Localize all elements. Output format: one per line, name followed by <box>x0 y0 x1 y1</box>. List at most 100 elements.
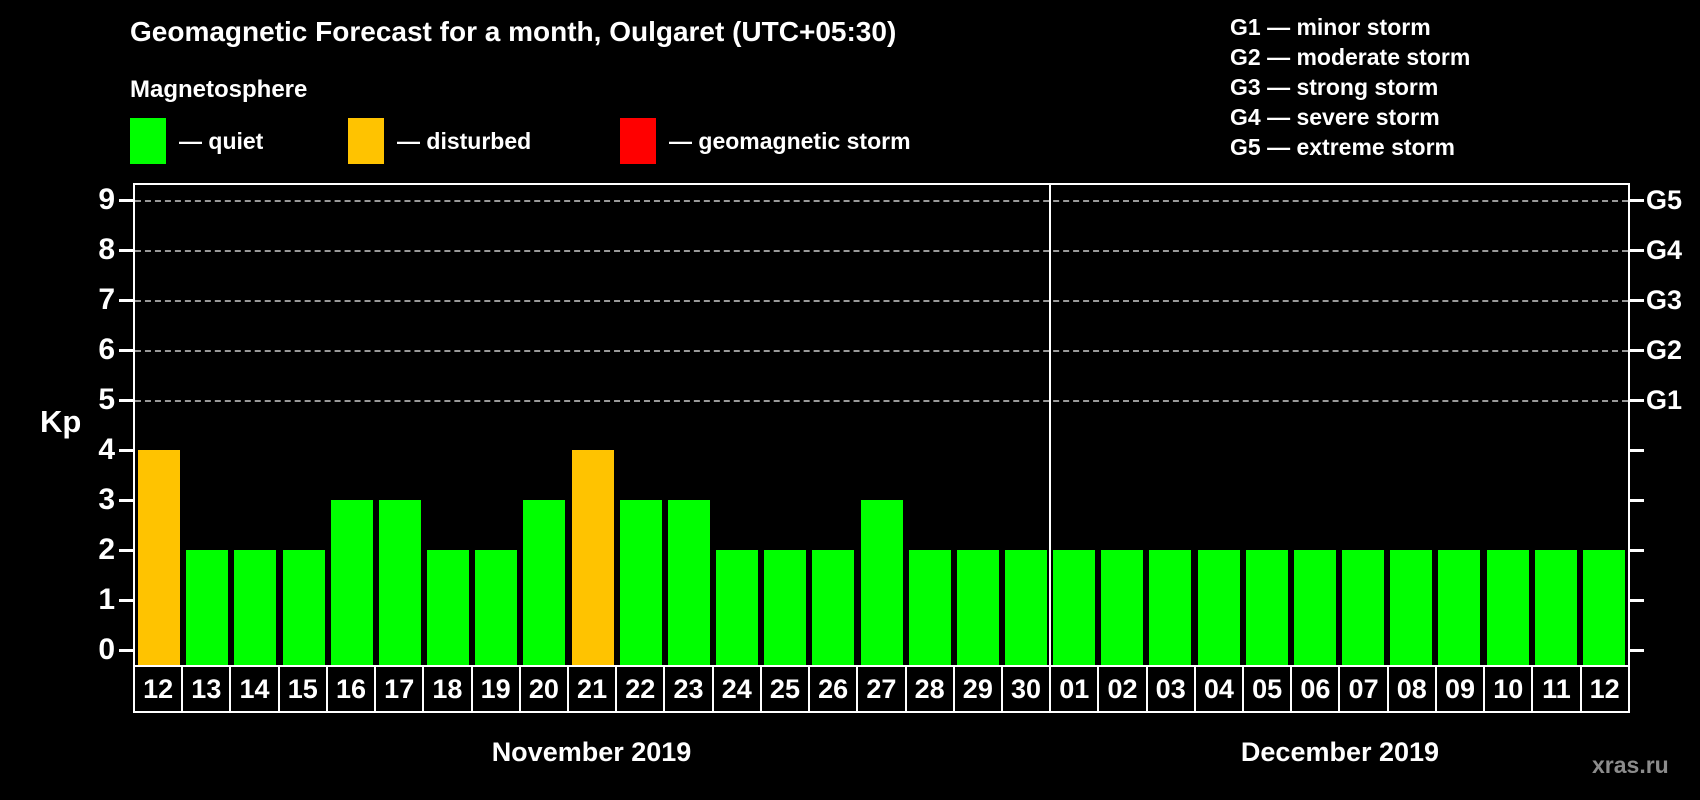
date-cell-november-30: 30 <box>1000 665 1052 713</box>
kp-bar-december-05 <box>1245 550 1288 665</box>
date-cell-november-18: 18 <box>422 665 473 713</box>
kp-bar-november-12 <box>138 450 181 665</box>
date-cell-november-20: 20 <box>518 665 569 713</box>
y-axis-tick-right-3 <box>1630 499 1644 502</box>
date-cell-november-22: 22 <box>615 665 666 713</box>
y-axis-label-5: 5 <box>98 383 115 416</box>
kp-bar-november-14 <box>234 550 277 665</box>
kp-bar-november-23 <box>667 500 710 665</box>
date-cell-november-27: 27 <box>856 665 907 713</box>
date-cell-november-13: 13 <box>181 665 232 713</box>
date-cell-november-29: 29 <box>952 665 1003 713</box>
date-cell-november-23: 23 <box>663 665 714 713</box>
quiet-color-swatch <box>130 118 166 164</box>
y-axis-label-4: 4 <box>98 433 115 466</box>
right-axis-label-g2: G2 <box>1646 335 1683 365</box>
right-axis-label-g1: G1 <box>1646 385 1683 415</box>
gridline-kp5 <box>135 400 1628 402</box>
y-axis-label-3: 3 <box>98 483 115 516</box>
y-axis-label-1: 1 <box>98 583 115 616</box>
kp-bar-november-30 <box>1004 550 1047 665</box>
storm-scale-g5: G5 — extreme storm <box>1230 134 1455 160</box>
y-axis-tick-left-2 <box>119 549 133 552</box>
y-axis-title: Kp <box>40 404 82 439</box>
y-axis-tick-right-8 <box>1630 249 1644 252</box>
date-cell-november-19: 19 <box>470 665 521 713</box>
date-cell-december-07: 07 <box>1338 665 1389 713</box>
disturbed-color-swatch <box>348 118 384 164</box>
chart-title: Geomagnetic Forecast for a month, Oulgar… <box>130 16 897 47</box>
gridline-kp6 <box>135 350 1628 352</box>
kp-bar-november-18 <box>427 550 470 665</box>
right-axis-label-g5: G5 <box>1646 185 1683 215</box>
kp-bar-november-20 <box>523 500 566 665</box>
y-axis-tick-left-8 <box>119 249 133 252</box>
date-cell-november-24: 24 <box>711 665 762 713</box>
plot-area <box>133 183 1630 667</box>
kp-bar-december-04 <box>1197 550 1240 665</box>
date-cell-november-25: 25 <box>759 665 811 713</box>
date-cell-november-12: 12 <box>133 665 184 713</box>
y-axis-tick-left-7 <box>119 299 133 302</box>
y-axis-tick-right-6 <box>1630 349 1644 352</box>
month-label-november: November 2019 <box>491 737 692 767</box>
date-cell-november-21: 21 <box>566 665 618 713</box>
kp-bar-november-13 <box>186 550 229 665</box>
legend-item-disturbed: — disturbed <box>348 118 531 164</box>
date-cell-december-11: 11 <box>1531 665 1582 713</box>
date-cell-november-26: 26 <box>808 665 859 713</box>
date-cell-december-09: 09 <box>1434 665 1486 713</box>
kp-bar-november-27 <box>860 500 903 665</box>
date-cell-december-10: 10 <box>1483 665 1534 713</box>
legend-storm-label: — geomagnetic storm <box>669 127 911 154</box>
date-cell-november-14: 14 <box>229 665 280 713</box>
month-label-december: December 2019 <box>1240 737 1440 767</box>
y-axis-tick-right-5 <box>1630 399 1644 402</box>
legend-item-quiet: — quiet <box>130 118 263 164</box>
y-axis-tick-left-9 <box>119 199 133 202</box>
right-axis-label-g3: G3 <box>1646 285 1683 315</box>
kp-bar-december-09 <box>1438 550 1481 665</box>
legend-item-storm: — geomagnetic storm <box>620 118 911 164</box>
y-axis-tick-right-1 <box>1630 599 1644 602</box>
y-axis-tick-right-0 <box>1630 649 1644 652</box>
gridline-kp7 <box>135 300 1628 302</box>
date-cell-november-15: 15 <box>277 665 328 713</box>
storm-scale-g3: G3 — strong storm <box>1230 74 1439 100</box>
y-axis-tick-right-4 <box>1630 449 1644 452</box>
y-axis-tick-left-0 <box>119 649 133 652</box>
legend-disturbed-label: — disturbed <box>397 127 532 154</box>
date-cell-december-04: 04 <box>1193 665 1245 713</box>
y-axis-label-2: 2 <box>98 533 115 566</box>
y-axis-tick-left-6 <box>119 349 133 352</box>
kp-bar-december-12 <box>1582 550 1625 665</box>
storm-scale-legend: G1 — minor storm G2 — moderate storm G3 … <box>1230 12 1470 162</box>
date-cell-november-28: 28 <box>904 665 955 713</box>
storm-scale-g2: G2 — moderate storm <box>1230 44 1471 70</box>
y-axis-tick-left-4 <box>119 449 133 452</box>
date-cell-december-01: 01 <box>1049 665 1100 713</box>
date-cell-december-03: 03 <box>1145 665 1196 713</box>
right-axis-label-g4: G4 <box>1646 235 1683 265</box>
kp-bar-november-25 <box>764 550 807 665</box>
x-axis-date-row: 12 13 14 15 16 17 18 19 20 21 22 23 24 25 26 27 28 29 30 01… <box>133 665 1630 713</box>
y-axis-tick-left-3 <box>119 499 133 502</box>
y-axis-tick-left-5 <box>119 399 133 402</box>
kp-bar-november-15 <box>282 550 325 665</box>
y-axis-tick-right-9 <box>1630 199 1644 202</box>
kp-bar-november-24 <box>716 550 759 665</box>
kp-bar-november-19 <box>475 550 518 665</box>
chart-subtitle: Magnetosphere <box>130 76 308 103</box>
date-cell-december-12: 12 <box>1579 665 1630 713</box>
kp-bar-december-06 <box>1293 550 1336 665</box>
month-separator-line <box>1049 185 1052 665</box>
kp-bar-december-03 <box>1149 550 1192 665</box>
kp-bar-december-07 <box>1342 550 1385 665</box>
gridline-kp8 <box>135 250 1628 252</box>
date-cell-december-08: 08 <box>1386 665 1437 713</box>
y-axis-label-6: 6 <box>98 333 115 366</box>
y-axis-label-7: 7 <box>98 283 115 316</box>
legend-quiet-label: — quiet <box>179 127 264 154</box>
date-cell-december-05: 05 <box>1242 665 1293 713</box>
